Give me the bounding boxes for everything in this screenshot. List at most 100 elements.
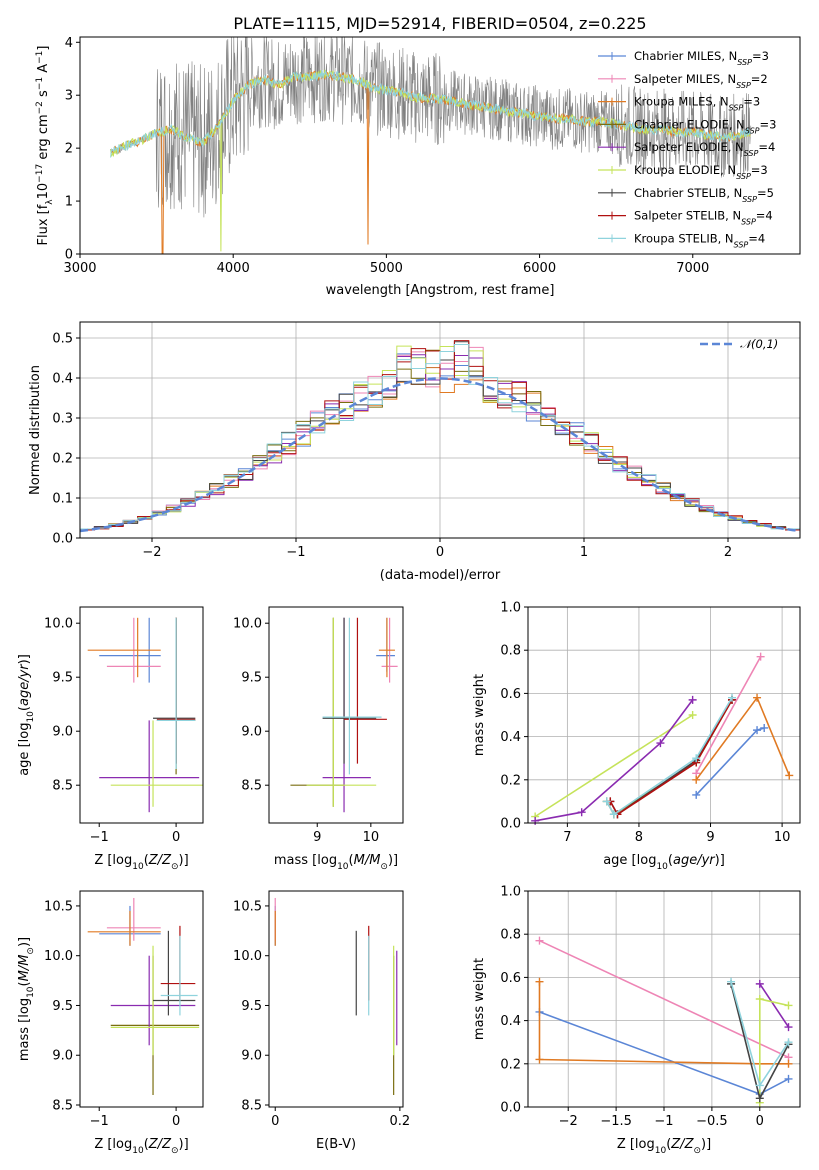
legend-label-count: =3	[751, 163, 768, 177]
weight-marker	[784, 1023, 793, 1032]
z-axis-label: Z [log10(Z/Z⊙)]	[617, 1137, 711, 1156]
legend-label-text: Kroupa MILES, N	[634, 95, 729, 109]
label-segment: −1	[35, 77, 45, 90]
x-tick-label: −1	[654, 1114, 673, 1129]
weight-line	[534, 714, 694, 818]
weight-marker	[535, 936, 544, 945]
axes-frame	[79, 36, 801, 255]
y-tick-label: 0.0	[52, 532, 73, 547]
legend-label: Salpeter STELIB, NSSP=4	[634, 209, 773, 227]
legend-label: Kroupa MILES, NSSP=3	[634, 95, 760, 113]
z-axis-label: Z [log10(Z/Z⊙)]	[94, 853, 188, 872]
weight-marker	[602, 797, 611, 806]
z-axis-label: Z [log10(Z/Z⊙)]	[94, 1137, 188, 1156]
y-tick-label: 8.5	[241, 779, 262, 794]
axes-layer	[76, 36, 801, 1111]
label-segment: −2	[35, 101, 45, 114]
x-tick-label: 7	[563, 830, 571, 845]
y-tick-label: 9.5	[52, 999, 73, 1014]
label-segment: 10	[132, 862, 144, 872]
label-segment: 10	[655, 1146, 667, 1156]
weight-marker	[760, 723, 769, 732]
label-segment: 10	[337, 862, 349, 872]
x-tick-label: 9	[706, 830, 714, 845]
spectrum-x-label: wavelength [Angstrom, rest frame]	[326, 283, 555, 298]
legend-label-text: Chabrier ELODIE, N	[634, 117, 745, 131]
legend-label-text: Chabrier STELIB, N	[634, 186, 742, 200]
y-tick-label: 0.4	[500, 1014, 521, 1029]
label-segment: ]	[36, 46, 51, 51]
label-segment: λ	[45, 199, 55, 205]
weight-line	[535, 699, 694, 822]
weight-marker	[692, 790, 701, 799]
label-segment: age/yr	[17, 663, 32, 706]
label-segment: 10	[36, 183, 51, 200]
label-segment: Flux [f	[36, 204, 51, 245]
legend-label-subscript: SSP	[729, 103, 744, 112]
y-tick-label: 9.5	[52, 671, 73, 686]
legend-label-count: =4	[758, 140, 775, 154]
legend-label-count: =5	[757, 186, 774, 200]
label-segment: (	[144, 853, 149, 868]
x-tick-label: 0	[172, 830, 180, 845]
legend-label-text: Kroupa ELODIE, N	[634, 163, 736, 177]
axes-frame	[79, 890, 204, 1108]
legend-label-subscript: SSP	[741, 217, 756, 226]
data-layer	[79, 36, 801, 1107]
y-tick-label: 0.0	[500, 1101, 521, 1116]
legend-label: Chabrier ELODIE, NSSP=3	[634, 117, 776, 135]
y-tick-label: 0.4	[500, 730, 521, 745]
label-segment: )]	[701, 1137, 711, 1152]
weight-marker	[692, 754, 701, 763]
legend-label: Kroupa ELODIE, NSSP=3	[634, 163, 768, 181]
weight-marker	[535, 977, 544, 986]
y-tick-label: 10.0	[233, 949, 262, 964]
label-segment: A	[36, 64, 51, 77]
label-segment: M/M	[354, 853, 381, 868]
weight-line	[759, 983, 790, 1028]
x-tick-label: 4000	[217, 261, 250, 276]
axes-frame	[268, 606, 404, 824]
x-tick-label: 9	[313, 830, 321, 845]
label-segment: ⊙	[26, 947, 36, 955]
weight-marker	[727, 977, 736, 986]
x-tick-label: 5000	[370, 261, 403, 276]
ebv-axis-label: E(B-V)	[316, 1137, 356, 1152]
label-segment: mass [log	[17, 998, 32, 1061]
spectrum-data-line	[110, 36, 752, 218]
y-tick-label: 0.2	[500, 1057, 521, 1072]
weight-y-label: mass weight	[472, 674, 487, 756]
spectrum-model-line	[110, 70, 751, 255]
label-segment: age [log	[17, 723, 32, 776]
y-tick-label: 10.0	[44, 617, 73, 632]
label-segment: ⊙	[171, 862, 179, 872]
weight-marker	[755, 995, 764, 1003]
x-tick-label: 10	[363, 830, 380, 845]
legend-label-subscript: SSP	[734, 240, 749, 249]
age-axis-label: age [log10(age/yr)]	[17, 654, 36, 776]
normal-curve	[79, 377, 801, 533]
y-tick-label: 10.5	[44, 899, 73, 914]
y-tick-label: 1	[65, 195, 73, 210]
y-tick-label: 9.0	[241, 725, 262, 740]
weight-marker	[784, 1059, 793, 1068]
x-tick-label: −1	[90, 830, 109, 845]
label-segment: mass [log	[274, 853, 337, 868]
label-segment: 10	[26, 711, 36, 723]
legend-label-count: =2	[751, 72, 768, 86]
weight-marker	[755, 1094, 764, 1103]
y-tick-label: 9.5	[241, 671, 262, 686]
y-tick-label: 0.6	[500, 971, 521, 986]
legend-label-subscript: SSP	[744, 149, 759, 158]
label-segment: age/yr	[673, 853, 716, 868]
label-segment: −17	[35, 164, 45, 183]
y-tick-label: 8.5	[52, 1099, 73, 1114]
label-segment: Z [log	[94, 1137, 132, 1152]
weight-marker	[756, 652, 765, 661]
x-tick-label: 0	[436, 545, 444, 560]
y-tick-label: 0.3	[52, 412, 73, 427]
weight-marker	[688, 711, 697, 719]
mass-axis-label: mass [log10(M/M⊙)]	[17, 937, 36, 1061]
label-segment: )]	[179, 1137, 189, 1152]
